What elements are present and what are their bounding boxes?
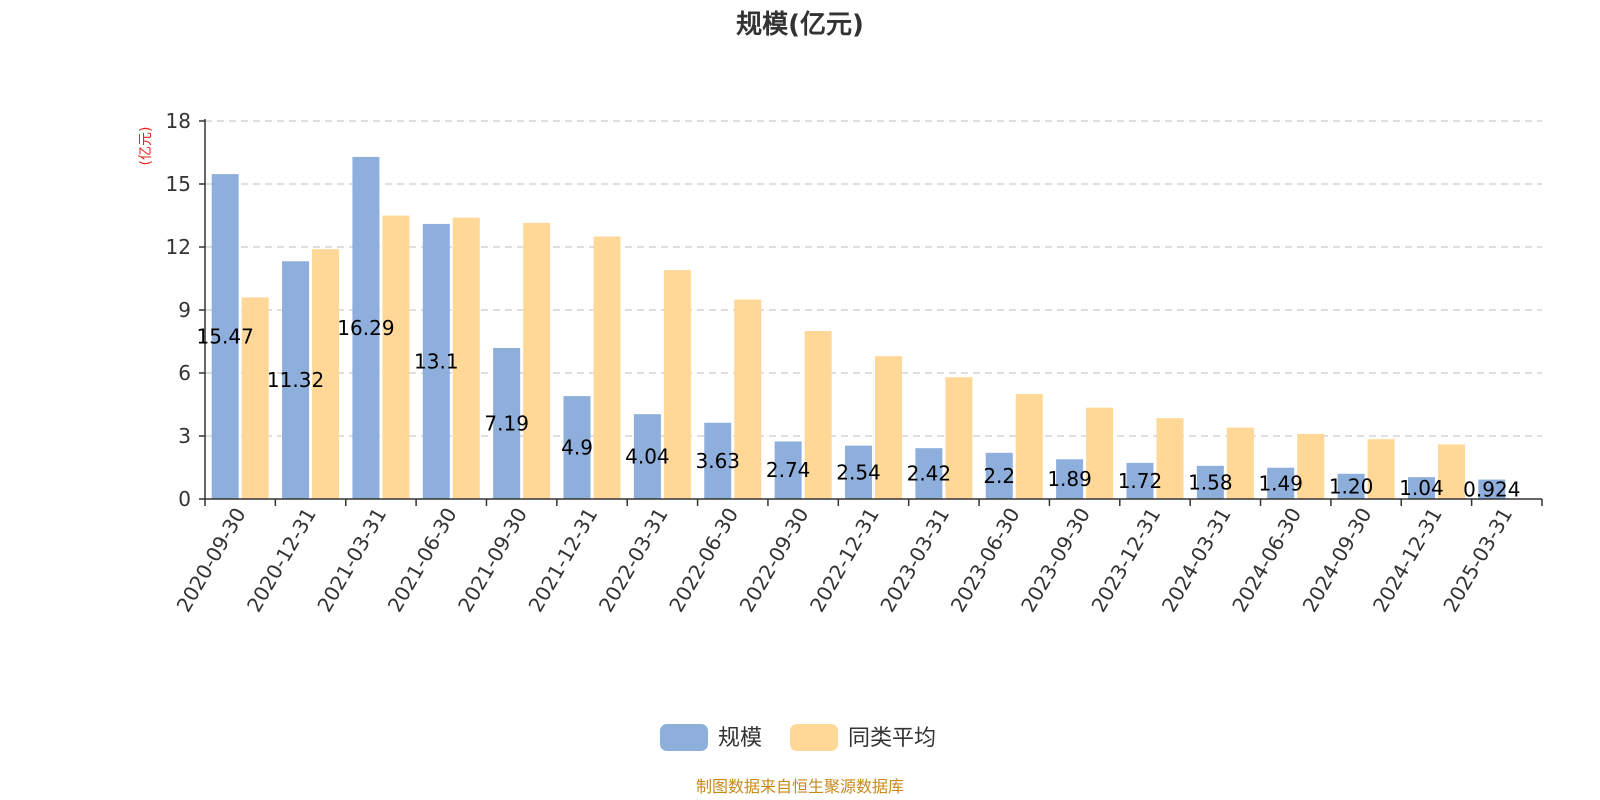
bar-scale [1478,479,1506,499]
bar-peer-average [1297,433,1325,499]
bar-peer-average [312,249,340,499]
bar-scale [845,445,872,499]
bar-scale [704,422,732,499]
x-tick-label: 2021-06-30 [383,503,462,616]
y-tick-label: 9 [178,298,191,322]
bar-value-label: 11.32 [267,368,324,392]
x-tick-label: 2022-12-31 [805,504,884,617]
source-note: 制图数据来自恒生聚源数据库 [696,777,904,796]
y-tick-label: 18 [166,109,191,133]
x-tick-label: 2023-03-31 [875,504,954,617]
y-tick-label: 0 [178,487,191,511]
bar-peer-average [241,297,269,499]
x-tick-label: 2024-12-31 [1368,504,1447,617]
x-tick-label: 2020-12-31 [242,504,321,617]
x-tick-label: 2020-09-30 [172,504,251,617]
bar-value-label: 16.29 [337,316,394,340]
bar-scale [352,156,380,499]
bar-peer-average [804,331,832,499]
legend-label: 同类平均 [848,726,936,751]
bar-scale [915,448,943,499]
bar-scale [211,174,239,499]
x-tick-label: 2023-06-30 [946,504,1025,617]
y-tick-label: 6 [178,361,191,385]
bar-peer-average [1086,407,1114,499]
bar-peer-average [1437,444,1465,499]
bar-scale [493,348,521,499]
bar-scale [1056,459,1084,499]
legend-label: 规模 [718,726,762,751]
bar-value-label: 1.49 [1258,471,1303,495]
bar-scale [563,396,591,499]
x-tick-label: 2024-03-31 [1157,504,1236,617]
bars [211,156,1506,499]
x-tick-label: 2024-06-30 [1227,504,1306,617]
legend: 规模 同类平均 [660,724,936,751]
bar-peer-average [452,217,480,499]
bar-peer-average [663,270,691,499]
bar-scale [1267,467,1295,499]
bar-value-label: 0.924 [1463,477,1520,501]
bar-scale [774,441,802,499]
x-tick-label: 2024-09-30 [1298,504,1377,617]
bar-peer-average [945,377,973,499]
bar-value-label: 1.72 [1118,469,1163,493]
bar-peer-average [734,299,762,499]
bar-value-label: 3.63 [695,449,740,473]
bar-value-label: 15.47 [197,325,254,349]
bar-peer-average [1015,394,1043,499]
bar-value-label: 13.1 [414,349,459,373]
bar-scale [422,223,450,499]
bar-peer-average [382,215,410,499]
bar-labels: 15.47 11.32 16.29 13.1 7.19 4.9 4.04 3.63 2.74 2.… [197,316,1521,501]
bar-value-label: 2.54 [836,460,881,484]
bar-scale [282,261,310,499]
x-tick-label: 2021-09-30 [453,504,532,617]
x-tick-label: 2023-12-31 [1086,504,1165,617]
y-tick-label: 3 [178,424,191,448]
bar-peer-average [1367,439,1395,499]
x-tick-label: 2022-06-30 [664,504,743,617]
y-tick-label: 12 [166,235,191,259]
bar-scale [1196,465,1224,499]
x-tick-label: 2022-09-30 [735,504,814,617]
x-tick-label: 2021-03-31 [312,504,391,617]
bar-peer-average [1156,418,1184,499]
bar-scale [1337,473,1365,499]
x-tick-label: 2022-03-31 [594,504,673,617]
bar-value-label: 2.2 [983,464,1015,488]
bar-peer-average [875,356,902,499]
bar-value-label: 1.58 [1188,470,1233,494]
x-tick-label: 2021-12-31 [523,504,602,617]
bar-peer-average [593,236,621,499]
bar-value-label: 2.74 [766,458,811,482]
bar-value-label: 1.20 [1329,474,1374,498]
legend-swatch [660,724,708,751]
x-tick-label: 2025-03-31 [1438,504,1517,617]
bar-value-label: 4.9 [561,436,593,460]
y-tick-label: 15 [166,172,191,196]
y-axis-label: (亿元) [138,127,154,166]
bar-value-label: 7.19 [484,412,529,436]
bar-value-label: 2.42 [907,462,952,486]
bar-peer-average [1226,427,1254,499]
chart-title: 规模(亿元) [736,10,864,40]
bar-scale [985,452,1013,499]
bar-value-label: 4.04 [625,445,670,469]
bar-value-label: 1.89 [1047,467,1092,491]
x-tick-label: 2023-09-30 [1016,504,1095,617]
bar-scale [633,414,661,499]
bar-peer-average [523,222,551,499]
legend-swatch [790,724,838,751]
bar-scale [1407,477,1435,499]
bar-value-label: 1.04 [1399,476,1444,500]
bar-scale [1126,462,1154,499]
